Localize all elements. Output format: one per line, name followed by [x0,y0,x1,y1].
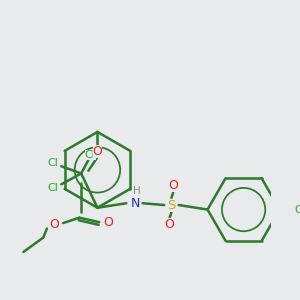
Text: N: N [130,197,140,210]
Text: O: O [168,179,178,192]
Text: O: O [92,145,102,158]
Text: O: O [165,218,175,231]
Text: Cl: Cl [47,158,58,168]
Text: Cl: Cl [85,150,96,161]
Text: S: S [167,199,176,212]
Text: Cl: Cl [47,183,58,193]
Text: O: O [103,216,113,229]
Text: Cl: Cl [294,205,300,214]
Text: O: O [49,218,59,231]
Text: H: H [133,186,141,196]
